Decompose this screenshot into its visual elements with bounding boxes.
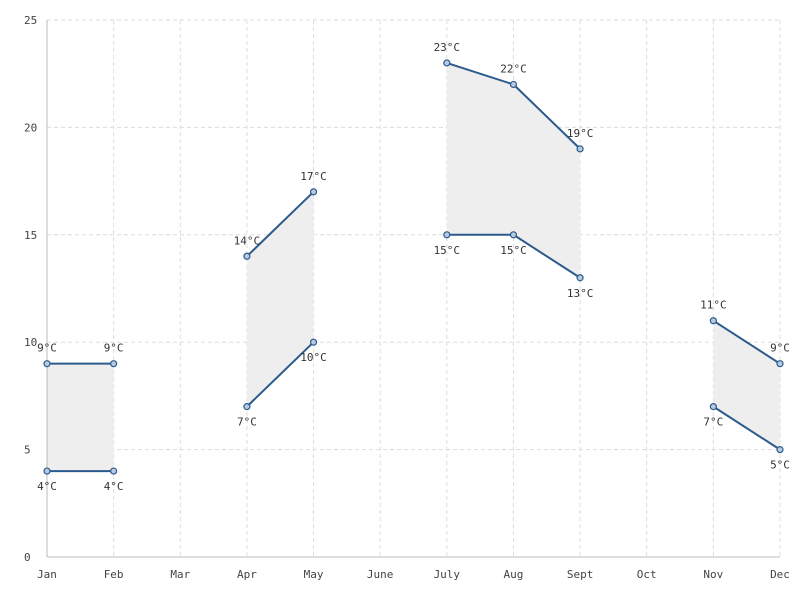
data-point-low [509,231,518,239]
data-label-low: 5°C [770,459,790,472]
data-point-high [443,59,451,67]
range-band [713,320,780,450]
data-point-low [43,467,51,475]
x-tick-label: Oct [637,568,657,581]
y-tick-label: 5 [24,444,31,457]
x-tick-label: Feb [104,568,124,581]
data-points [43,59,784,475]
data-label-low: 13°C [567,287,594,300]
data-point-high [709,317,717,325]
x-tick-label: Dec [770,568,790,581]
data-label-high: 14°C [234,234,261,247]
data-label-high: 22°C [500,62,527,75]
data-point-high [309,188,318,196]
y-tick-label: 25 [24,14,37,27]
y-tick-label: 15 [24,229,37,242]
data-point-high [776,360,784,368]
x-tick-label: Sept [567,568,594,581]
x-axis-ticks: Jan Feb Mar Apr May June July Aug Sept Oct Nov Dec [37,568,790,581]
y-axis-ticks: 0 5 10 15 20 25 [24,14,37,564]
data-label-high: 17°C [300,170,327,183]
y-tick-label: 0 [24,551,31,564]
data-point-high [509,80,518,89]
data-label-high: 11°C [700,299,727,312]
data-point-high [243,252,251,260]
data-point-low [776,446,784,454]
data-label-low: 4°C [37,480,57,493]
data-label-low: 10°C [300,351,327,364]
x-tick-label: Apr [237,568,257,581]
data-labels: 9°C 9°C 14°C 17°C 23°C 22°C 19°C 11°C 9°C 4°C 4°C 7… [37,41,790,493]
data-label-high: 23°C [434,41,461,54]
data-label-low: 15°C [434,244,461,257]
series-lines [47,62,781,473]
data-point-low [243,403,251,411]
grid-lines [47,19,781,557]
data-label-low: 7°C [703,416,723,429]
data-point-low [443,231,451,239]
data-label-high: 19°C [567,127,594,140]
data-point-high [43,360,51,368]
data-point-low [110,467,118,475]
range-bands [47,62,780,472]
x-tick-label: Jan [37,568,57,581]
data-label-high: 9°C [770,342,790,355]
data-point-low [709,403,717,411]
series-line-low [246,341,315,408]
series-line-high [246,191,315,257]
data-label-low: 15°C [500,244,527,257]
data-point-high [576,145,584,153]
x-tick-label: Aug [504,568,524,581]
range-band [246,191,314,407]
data-point-low [576,274,584,282]
data-label-high: 9°C [37,342,57,355]
y-tick-label: 20 [24,121,37,134]
x-tick-label: Mar [170,568,190,581]
x-tick-label: May [304,568,324,581]
data-label-low: 7°C [237,416,257,429]
range-band [47,363,114,472]
x-tick-label: June [367,568,394,581]
x-tick-label: Nov [703,568,723,581]
data-point-low [309,338,318,346]
x-tick-label: July [434,568,461,581]
series-line-low [712,405,781,451]
y-tick-label: 10 [24,336,37,349]
data-label-low: 4°C [104,480,124,493]
series-line-high [712,319,781,365]
data-label-high: 9°C [104,342,124,355]
data-point-high [110,360,118,368]
